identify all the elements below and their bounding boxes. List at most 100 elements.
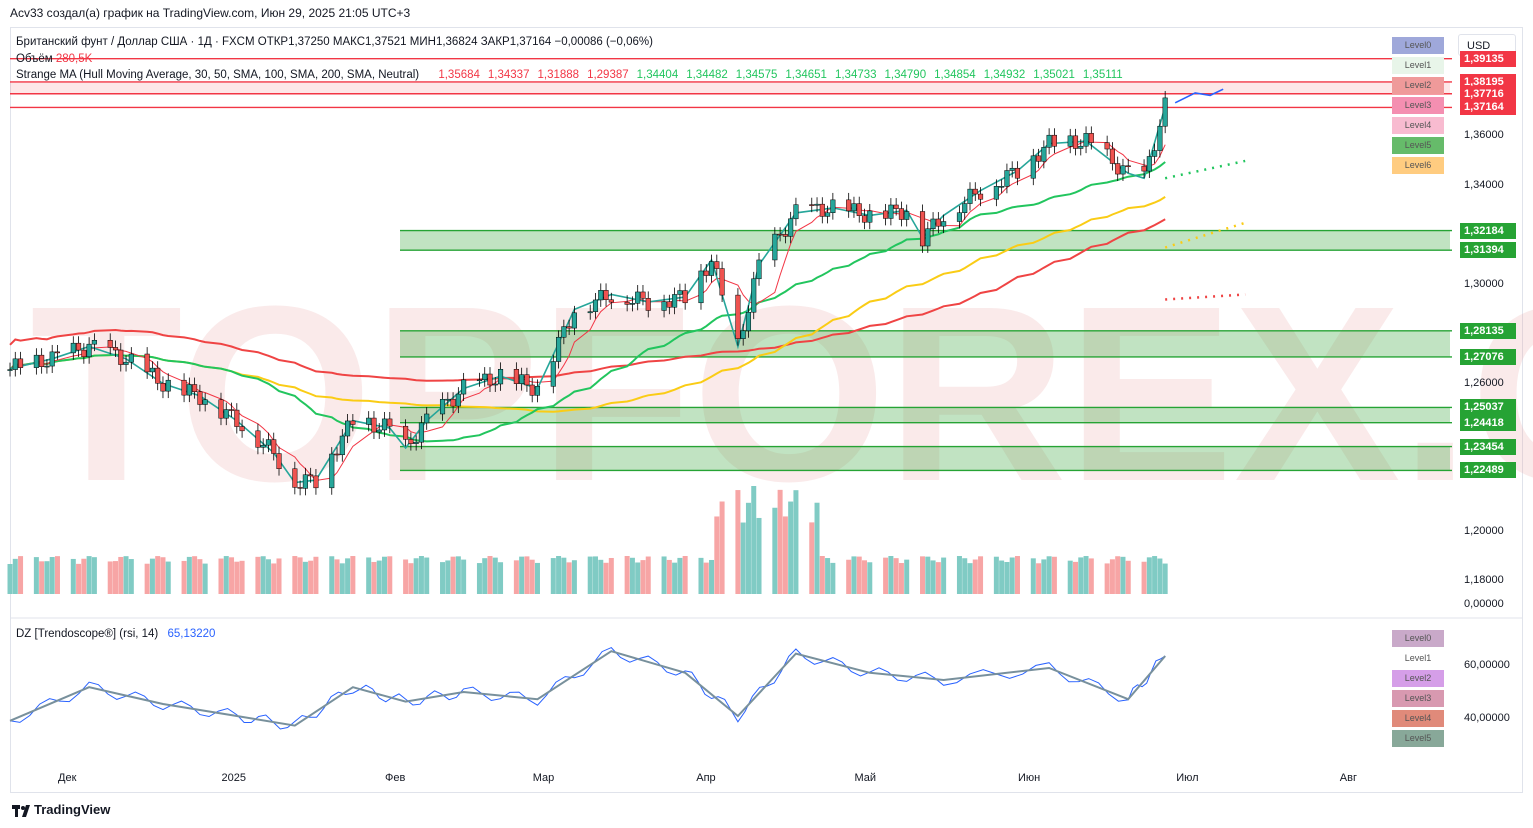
rsi-level-label: Level1 xyxy=(1392,650,1444,667)
price-axis-label: 1,26000 xyxy=(1464,376,1504,389)
ma-value: 1,34854 xyxy=(934,69,976,81)
candle-body xyxy=(993,186,999,200)
candle-body xyxy=(645,298,651,311)
time-axis-label: Июл xyxy=(1176,772,1199,784)
candle-body xyxy=(772,233,778,261)
volume-bar xyxy=(883,557,889,594)
volume-bar xyxy=(492,557,498,594)
candle-body xyxy=(54,351,61,354)
volume-bar xyxy=(33,557,39,594)
volume-bar xyxy=(745,502,751,594)
volume-bar xyxy=(587,556,593,594)
candle-body xyxy=(1141,165,1147,172)
price-axis-label: 1,30000 xyxy=(1464,277,1504,290)
price-axis-label: 0,00000 xyxy=(1464,598,1504,610)
volume-bar xyxy=(666,559,672,594)
volume-bar xyxy=(930,560,936,594)
volume-bar xyxy=(218,558,224,594)
candle-body xyxy=(408,439,414,444)
candle-body xyxy=(856,203,862,216)
volume-bar xyxy=(598,559,604,594)
volume-bar xyxy=(308,560,314,594)
ma-projection xyxy=(1165,293,1246,301)
volume-bar xyxy=(197,559,203,594)
candle-body xyxy=(387,418,393,427)
candle-body xyxy=(561,326,567,338)
candle-body xyxy=(1125,165,1131,168)
candle-body xyxy=(487,373,493,386)
high-value: 1,37521 xyxy=(365,36,407,48)
volume-bar xyxy=(1125,560,1131,594)
candle-body xyxy=(735,294,741,339)
ma-value: 1,35111 xyxy=(1082,69,1123,81)
volume-bar xyxy=(123,556,129,594)
candle-body xyxy=(476,379,483,382)
price-zone xyxy=(400,446,1450,471)
candle-body xyxy=(919,211,926,247)
price-axis-label: 1,36000 xyxy=(1464,129,1504,142)
volume-bar xyxy=(856,556,862,594)
price-level-label: Level6 xyxy=(1392,157,1444,174)
volume-bar xyxy=(76,563,82,594)
volume-bar xyxy=(1146,557,1152,594)
volume-bar xyxy=(819,556,825,594)
zigzag-line xyxy=(9,106,1166,484)
candle-body xyxy=(1109,148,1115,164)
volume-bar xyxy=(112,561,118,594)
candle-body xyxy=(165,379,171,392)
candle-body xyxy=(218,399,224,419)
currency-button[interactable]: USD xyxy=(1458,34,1516,56)
volume-bar xyxy=(846,559,852,594)
volume-bar xyxy=(703,562,709,594)
volume-bar xyxy=(1083,556,1089,594)
time-axis-label: Авг xyxy=(1339,772,1357,784)
candle-body xyxy=(513,369,519,384)
tradingview-logo[interactable]: TradingView xyxy=(12,802,110,817)
volume-bar xyxy=(408,563,414,594)
volume-bar xyxy=(566,562,572,594)
candle-body xyxy=(17,358,24,368)
volume-bar xyxy=(1014,556,1020,594)
price-zones xyxy=(10,57,1452,472)
candle-body xyxy=(439,399,446,415)
candle-body xyxy=(371,417,377,433)
sma-50-line xyxy=(9,161,1166,443)
price-zone xyxy=(10,81,1450,94)
volume-bar xyxy=(366,557,372,594)
volume-bar xyxy=(292,556,298,594)
volume-bar xyxy=(1120,556,1126,594)
volume-bar xyxy=(49,557,55,594)
candle-body xyxy=(276,453,282,469)
candle-body xyxy=(809,204,815,206)
time-axis-label: Мар xyxy=(532,772,555,784)
volume-bar xyxy=(809,522,815,594)
volume-bar xyxy=(867,562,873,594)
volume-bar xyxy=(229,557,235,594)
volume-bar xyxy=(519,556,525,594)
candle-body xyxy=(49,351,55,367)
volume-bar xyxy=(192,556,198,594)
candle-body xyxy=(192,384,198,392)
candle-body xyxy=(830,199,836,213)
candle-body xyxy=(814,203,820,206)
volume-bar xyxy=(993,556,999,594)
candle-body xyxy=(308,474,314,477)
volume-bar xyxy=(339,563,345,594)
volume-bar xyxy=(830,562,836,594)
candle-body xyxy=(81,349,87,358)
candle-body xyxy=(376,429,382,433)
change-value: −0,00086 (−0,06%) xyxy=(554,36,653,48)
price-tag: 1,39135 xyxy=(1460,50,1516,67)
volume-bar xyxy=(418,556,424,594)
candle-body xyxy=(234,409,240,427)
candle-body xyxy=(629,303,635,305)
candle-body xyxy=(186,384,192,396)
price-level-label: Level4 xyxy=(1392,117,1444,134)
volume-bar xyxy=(571,560,577,594)
candle-body xyxy=(339,435,345,456)
candle-body xyxy=(39,354,45,367)
candle-body xyxy=(534,386,541,396)
volume-bar xyxy=(382,556,388,594)
time-axis-label: Дек xyxy=(58,772,77,784)
